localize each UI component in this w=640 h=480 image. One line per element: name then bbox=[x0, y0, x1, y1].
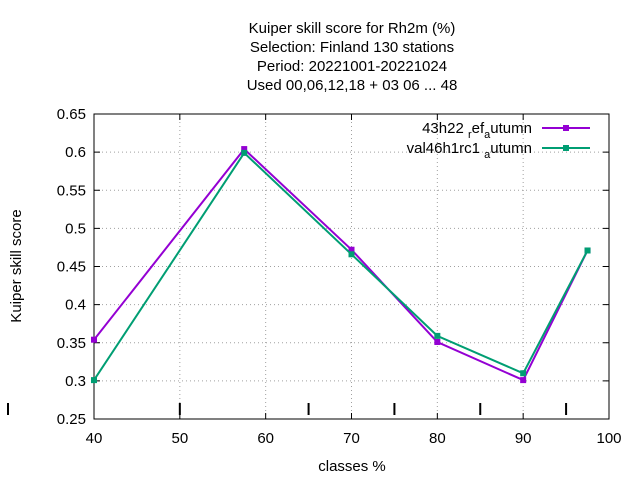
y-tick-label: 0.35 bbox=[57, 335, 86, 352]
series-1-point bbox=[520, 377, 527, 384]
legend-marker-2 bbox=[563, 145, 569, 151]
x-tick-label: 70 bbox=[343, 430, 360, 447]
chart-title: Kuiper skill score for Rh2m (%) Selectio… bbox=[247, 20, 458, 94]
title-line-2: Selection: Finland 130 stations bbox=[250, 39, 454, 56]
title-line-1: Kuiper skill score for Rh2m (%) bbox=[249, 20, 456, 37]
series-1-point bbox=[348, 246, 355, 253]
series-2-line bbox=[93, 151, 589, 381]
class-boundary-ticks bbox=[7, 403, 568, 415]
x-tick-label: 50 bbox=[171, 430, 188, 447]
axes: 0.25 0.3 0.35 0.4 0.45 0.5 0.55 0.6 0.65 40 50 60 70… bbox=[57, 106, 622, 447]
y-tick-label: 0.6 bbox=[65, 144, 86, 161]
y-tick-label: 0.45 bbox=[57, 259, 86, 276]
y-tick-label: 0.55 bbox=[57, 182, 86, 199]
x-tick-label: 80 bbox=[429, 430, 446, 447]
y-axis-label: Kuiper skill score bbox=[8, 209, 25, 322]
series-2-point bbox=[584, 247, 591, 254]
title-line-4: Used 00,06,12,18 + 03 06 ... 48 bbox=[247, 77, 458, 94]
series-2-point bbox=[241, 149, 248, 156]
series-1-point bbox=[241, 146, 248, 153]
y-tick-label: 0.4 bbox=[65, 297, 86, 314]
series-2-point bbox=[520, 370, 527, 377]
x-axis-label: classes % bbox=[318, 458, 386, 475]
series-2-point bbox=[91, 377, 97, 384]
legend-label-1: 43h22 refautumn bbox=[422, 120, 532, 141]
y-tick-label: 0.5 bbox=[65, 220, 86, 237]
legend-marker-1 bbox=[563, 125, 569, 131]
series-1-point bbox=[91, 336, 97, 343]
y-tick-label: 0.65 bbox=[57, 106, 86, 123]
series-2-point bbox=[434, 332, 441, 339]
y-tick-label: 0.25 bbox=[57, 411, 86, 428]
x-tick-label: 90 bbox=[515, 430, 532, 447]
grid bbox=[94, 114, 609, 419]
y-tick-label: 0.3 bbox=[65, 373, 86, 390]
x-tick-label: 60 bbox=[257, 430, 274, 447]
x-tick-label: 100 bbox=[596, 430, 621, 447]
series-lines bbox=[91, 146, 591, 384]
series-1-line bbox=[93, 147, 589, 382]
x-tick-label: 40 bbox=[86, 430, 103, 447]
legend-label-2: val46h1rc1 autumn bbox=[407, 140, 532, 161]
series-1-point bbox=[434, 338, 441, 345]
series-2-point bbox=[348, 251, 355, 258]
title-line-3: Period: 20221001-20221024 bbox=[257, 58, 447, 75]
